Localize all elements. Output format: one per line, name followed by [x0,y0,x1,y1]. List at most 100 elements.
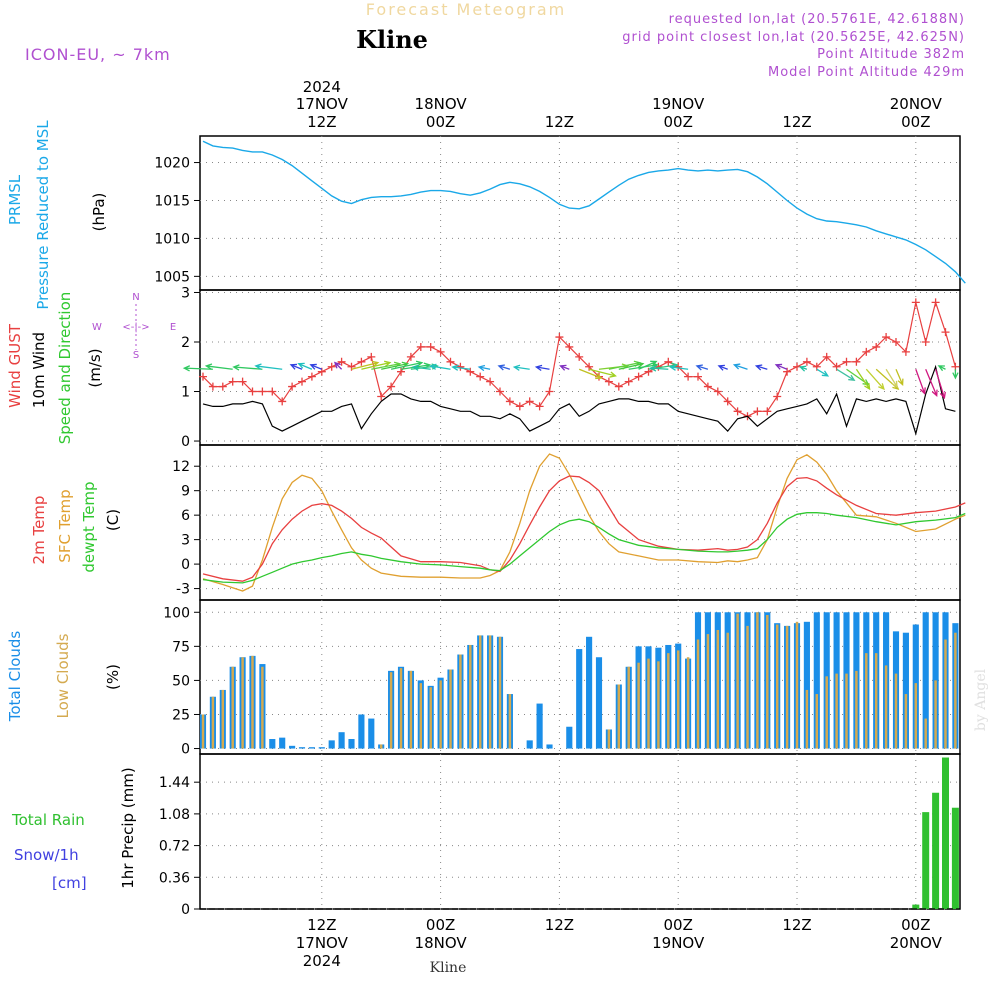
wind-gust-marker [238,377,247,386]
label-celsius: (C) [104,509,122,531]
wind-gust-marker [377,392,386,401]
total-cloud-bar [902,632,909,749]
wind-direction-arrow [816,368,830,377]
y-tick-label: 0 [181,434,190,450]
wind-direction-arrow [774,363,788,370]
total-cloud-bar [289,745,296,749]
bottom-axis-day: 18NOV [415,934,468,952]
low-cloud-bar [439,680,442,749]
wind-direction-arrow [254,363,283,370]
wind-direction-arrow [855,368,871,391]
model-label: ICON-EU, ~ 7km [25,45,171,64]
low-cloud-bar [825,676,828,749]
wind-direction-arrow [695,364,709,371]
wind-gust-marker [525,397,534,406]
wind-gust-marker [634,372,643,381]
top-axis-hour: 12Z [307,113,336,131]
dewpt-temp-line [202,512,966,584]
wind-direction-arrow [895,368,904,387]
y-tick-label: 3 [181,533,190,549]
wind-gust-marker [436,347,445,356]
total-cloud-bar [348,739,355,749]
top-axis-day: 17NOV [296,95,349,113]
wind-gust-marker [515,402,524,411]
wind-direction-arrow [333,361,343,370]
low-cloud-bar [409,670,413,749]
y-tick-label: 25 [172,707,190,723]
wind-gust-marker [505,397,514,406]
low-cloud-bar [954,632,957,749]
compass-arrows: <-|-> [122,322,149,333]
wind-direction-arrow [915,369,926,395]
wind-gust-marker [565,342,574,351]
wind-direction-arrow [638,360,658,370]
top-axis-hour: 00Z [901,113,930,131]
compass-west: W [92,322,102,333]
wind-direction-arrow [925,368,938,398]
low-cloud-bar [696,639,700,749]
total-cloud-bar [269,739,276,749]
rain-bar [942,757,949,909]
low-cloud-bar [884,665,888,749]
low-cloud-bar [607,729,611,749]
low-cloud-bar [498,636,502,749]
wind-gust-marker [604,377,613,386]
wind-gust-marker [268,387,277,396]
wind-gust-marker [218,382,227,391]
low-cloud-bar [449,669,452,749]
bottom-axis-day: 19NOV [652,934,705,952]
low-cloud-bar [478,635,482,749]
total-cloud-bar [279,737,286,749]
wind-gust-marker [931,298,940,307]
label-sfc-temp: SFC Temp [56,489,74,562]
low-cloud-bar [904,694,908,749]
low-cloud-bar [934,680,937,749]
wind-direction-arrow [351,360,380,370]
top-axis-hour: 00Z [664,113,693,131]
low-cloud-bar [488,635,492,749]
wind-gust-marker [802,357,811,366]
low-cloud-bar [211,696,215,749]
point-altitude: Point Altitude 382m [817,47,965,62]
panel-frame-temp [199,444,961,601]
wind-direction-arrow [732,363,748,370]
wind-direction-arrow [477,364,491,372]
y-tick-label: 0 [181,742,190,758]
compass-north: N [132,292,139,303]
label-2m-temp: 2m Temp [30,496,48,565]
rain-bar [951,807,959,909]
model-point-altitude: Model Point Altitude 429m [768,65,965,80]
y-tick-label: 1.44 [159,775,190,791]
wind-direction-arrow [309,363,323,370]
label-cm: [cm] [52,874,87,892]
low-cloud-bar [667,653,670,749]
low-cloud-bar [746,625,749,749]
total-cloud-bar [813,612,820,749]
y-tick-label: 12 [172,459,190,475]
top-axis-year: 2024 [303,78,341,96]
y-tick-label: 75 [172,639,190,655]
wind-gust-marker [773,392,782,401]
wind-gust-marker [723,397,732,406]
low-cloud-bar [805,689,809,749]
wind-gust-marker [733,407,742,416]
wind-gust-marker [307,372,316,381]
wind-gust-marker [822,352,831,361]
bottom-axis-hour: 00Z [426,916,455,934]
low-cloud-bar [429,687,432,749]
pressure-line [202,140,966,284]
low-cloud-bar [686,657,690,749]
low-cloud-bar [459,654,462,749]
y-tick-label: 1005 [154,269,190,285]
bottom-axis-day: 20NOV [890,934,943,952]
wind-gust-marker [911,298,920,307]
y-tick-label: 9 [181,484,190,500]
wind-direction-arrow [534,364,550,372]
y-tick-label: 0 [181,557,190,573]
y-tick-label: 1010 [154,231,190,247]
wind-gust-marker [535,402,544,411]
wind-direction-arrow [512,364,530,371]
wind-10m-line [202,364,956,436]
y-tick-label: 0 [181,902,190,918]
